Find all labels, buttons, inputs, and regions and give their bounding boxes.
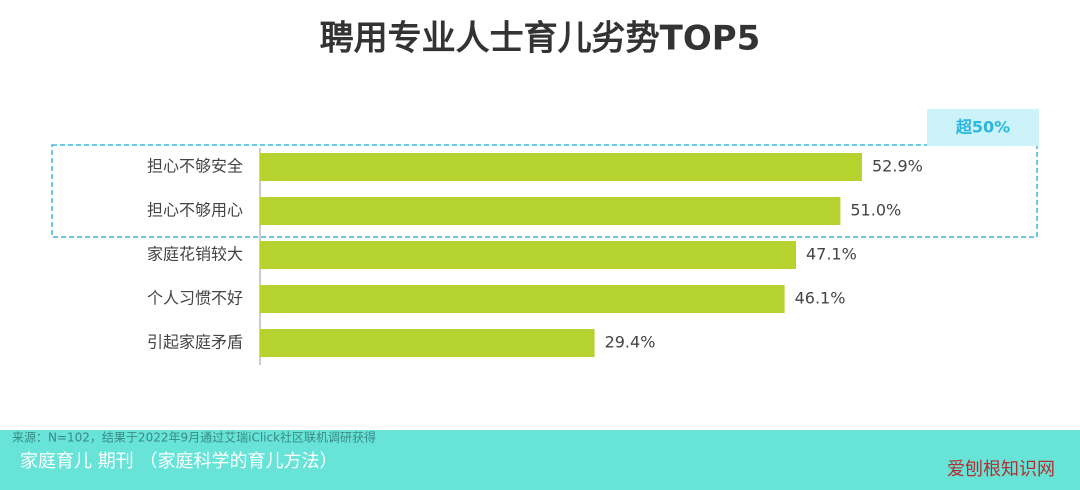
watermark: 爱刨根知识网 xyxy=(947,459,1055,480)
category-label: 担心不够安全 xyxy=(147,157,243,176)
category-label: 家庭花销较大 xyxy=(147,245,243,264)
bar xyxy=(260,197,841,225)
caption: 家庭育儿 期刊 （家庭科学的育儿方法） xyxy=(20,451,337,472)
bar xyxy=(260,153,863,181)
source: 来源：N=102，结果于2022年9月通过艾瑞iClick社区联机调研获得 xyxy=(12,430,376,445)
category-label: 担心不够用心 xyxy=(147,201,243,220)
annotation-box xyxy=(927,109,1039,146)
value-label: 46.1% xyxy=(795,289,846,308)
value-label: 51.0% xyxy=(850,201,901,220)
value-label: 47.1% xyxy=(806,245,857,264)
chart-title: 聘用专业人士育儿劣势TOP5 xyxy=(320,19,761,59)
caption-band xyxy=(0,430,1080,490)
bar xyxy=(260,241,796,269)
category-label: 个人习惯不好 xyxy=(147,289,243,308)
value-label: 29.4% xyxy=(605,333,656,352)
annotation: 超50% xyxy=(955,118,1010,137)
value-label: 52.9% xyxy=(872,157,923,176)
bars: 担心不够安全 52.9% 担心不够用心 51.0% 家庭花销较大 47.1% 个人习惯不好 4… xyxy=(147,153,923,357)
bar xyxy=(260,329,595,357)
category-label: 引起家庭矛盾 xyxy=(147,333,243,352)
highlight-box xyxy=(51,144,1038,238)
bar xyxy=(260,285,785,313)
